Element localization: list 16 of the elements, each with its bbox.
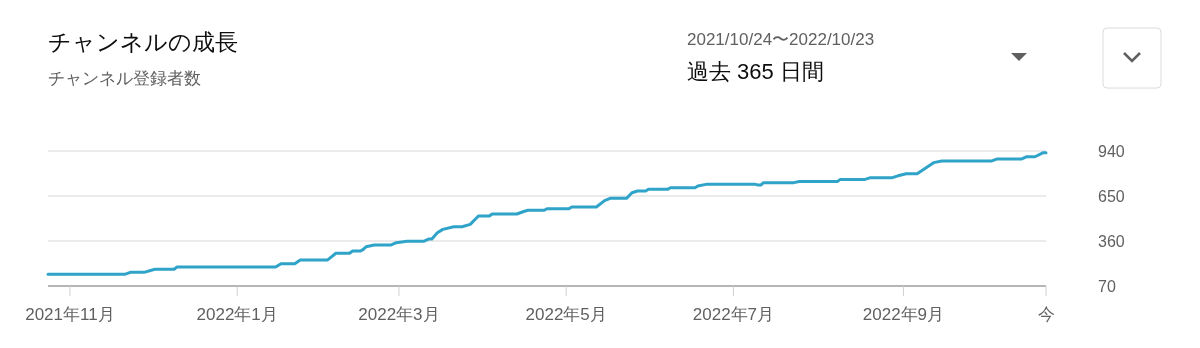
x-tick-label: 2022年9月 xyxy=(862,305,945,324)
text: 過去 365 日間 xyxy=(687,59,824,84)
y-tick-label: 940 xyxy=(1098,143,1125,160)
y-tick-label: 360 xyxy=(1098,233,1125,250)
line-series xyxy=(46,151,1048,276)
x-tick-label: 2022年7月 xyxy=(692,305,775,324)
chart-title: チャンネルの成長 xyxy=(48,29,238,55)
x-tick-label: 2021年11月 xyxy=(25,305,115,324)
x-tick-label: 2022年3月 xyxy=(358,305,440,324)
x-tick-label: 2022年1月 xyxy=(196,305,278,324)
y-tick-label: 650 xyxy=(1098,188,1125,205)
y-tick-label: 70 xyxy=(1098,278,1116,295)
chart-subtitle: チャンネル登録者数 xyxy=(48,69,201,88)
text: 2021/10/24〜2022/10/23 xyxy=(687,30,875,49)
x-tick-label: 今 xyxy=(1037,305,1055,324)
x-tick-label: 2022年5月 xyxy=(525,305,607,324)
